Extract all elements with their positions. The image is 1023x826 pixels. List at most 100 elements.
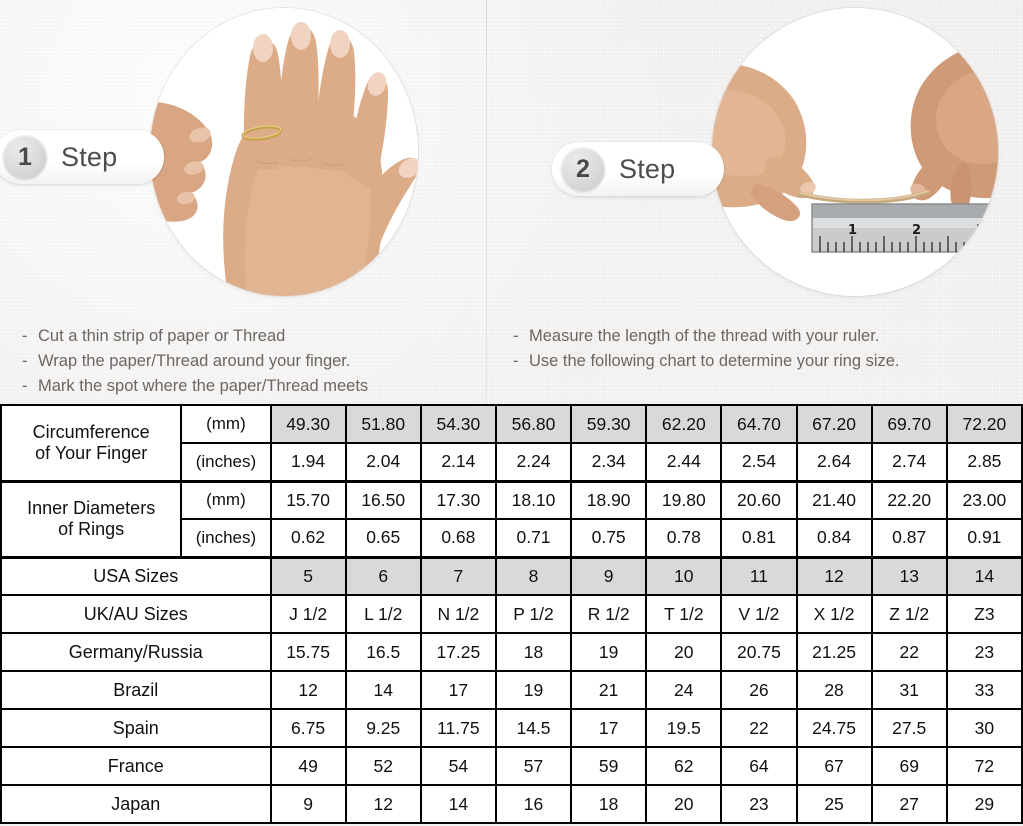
table-cell: 29 — [945, 784, 1023, 824]
instruction-line: - Measure the length of the thread with y… — [513, 324, 900, 349]
table-cell: 12 — [795, 555, 873, 596]
table-cell: 0.87 — [870, 518, 948, 558]
table-cell: 21 — [570, 670, 648, 710]
table-cell: 19 — [494, 670, 573, 710]
table-row-circumference-mm: Circumference of Your Finger (mm) 49.30 … — [0, 404, 1023, 482]
dash-bullet: - — [22, 327, 28, 345]
table-cell: 49.30 — [269, 404, 347, 444]
table-cell: 28 — [795, 670, 873, 710]
table-cell: 14 — [419, 784, 497, 824]
row-label-spain: Spain — [0, 708, 272, 748]
table-cell: 11.75 — [419, 708, 497, 748]
table-row-france: France 49 52 54 57 59 62 64 67 69 72 — [0, 746, 1023, 786]
table-cell: 20.60 — [720, 479, 798, 520]
table-cell: Z3 — [945, 594, 1023, 634]
table-cell: 2.64 — [795, 442, 873, 482]
table-row-usa-sizes: USA Sizes 5 6 7 8 9 10 11 12 13 14 — [0, 555, 1023, 596]
gold-ring — [241, 125, 283, 141]
table-cell: 17.25 — [419, 632, 497, 672]
table-cell: 2.34 — [570, 442, 648, 482]
table-cell: 20.75 — [720, 632, 798, 672]
step-2-number: 2 — [561, 147, 605, 191]
table-cell: 69.70 — [870, 404, 948, 444]
table-cell: 9 — [570, 555, 648, 596]
table-cell: 49 — [269, 746, 347, 786]
table-cell: 0.81 — [720, 518, 798, 558]
table-cell: 22 — [870, 632, 948, 672]
table-row-brazil: Brazil 12 14 17 19 21 24 26 28 31 33 — [0, 670, 1023, 710]
table-cell: 59 — [570, 746, 648, 786]
table-cell: 64.70 — [720, 404, 798, 444]
instruction-line: - Cut a thin strip of paper or Thread — [22, 324, 368, 349]
table-cell: 12 — [344, 784, 422, 824]
table-cell: 2.44 — [645, 442, 723, 482]
table-cell: 18.90 — [570, 479, 648, 520]
table-cell: 23 — [945, 632, 1023, 672]
table-cell: 0.84 — [795, 518, 873, 558]
table-cell: 67 — [795, 746, 873, 786]
ruler-mark-1: 1 — [848, 223, 857, 238]
panel-divider — [486, 0, 487, 404]
table-cell: 2.54 — [720, 442, 798, 482]
table-cell: 7 — [419, 555, 497, 596]
table-cell: 72 — [945, 746, 1023, 786]
table-cell: 33 — [945, 670, 1023, 710]
table-cell: 14 — [945, 555, 1023, 596]
table-cell: 62.20 — [645, 404, 723, 444]
instruction-text: Measure the length of the thread with yo… — [529, 327, 880, 345]
steps-illustration-area: 1 2 3 1 Step 2 Step - Cut a thin strip of… — [0, 0, 1023, 404]
dash-bullet: - — [513, 327, 519, 345]
table-cell: 14 — [344, 670, 422, 710]
table-cell: 27 — [870, 784, 948, 824]
instruction-text: Mark the spot where the paper/Thread mee… — [38, 377, 369, 395]
table-cell: 16.5 — [344, 632, 422, 672]
table-cell: 51.80 — [344, 404, 422, 444]
table-cell: 17 — [419, 670, 497, 710]
table-cell: 52 — [344, 746, 422, 786]
table-cell: 24.75 — [795, 708, 873, 748]
table-cell: 0.62 — [269, 518, 347, 558]
table-cell: 19.5 — [645, 708, 723, 748]
unit-cell: (mm) — [180, 479, 272, 520]
table-cell: 18 — [494, 632, 573, 672]
table-cell: L 1/2 — [344, 594, 422, 634]
hand-with-ring-illustration — [150, 8, 418, 296]
step-1-number: 1 — [3, 135, 47, 179]
step-1-label: Step — [61, 141, 118, 172]
step-1-instructions: - Cut a thin strip of paper or Thread - Wr… — [22, 324, 368, 399]
table-cell: 72.20 — [945, 404, 1023, 444]
table-cell: 2.85 — [945, 442, 1023, 482]
table-cell: 1.94 — [269, 442, 347, 482]
ruler-mark-3: 3 — [976, 223, 985, 238]
table-cell: 62 — [645, 746, 723, 786]
table-cell: 6.75 — [269, 708, 347, 748]
table-cell: 67.20 — [795, 404, 873, 444]
ruler-mark-2: 2 — [912, 223, 921, 238]
table-cell: J 1/2 — [269, 594, 347, 634]
table-cell: 69 — [870, 746, 948, 786]
table-cell: 0.91 — [945, 518, 1023, 558]
table-cell: V 1/2 — [720, 594, 798, 634]
table-cell: 6 — [344, 555, 422, 596]
instruction-line: - Wrap the paper/Thread around your finge… — [22, 349, 368, 374]
table-cell: P 1/2 — [494, 594, 573, 634]
table-cell: 11 — [720, 555, 798, 596]
step-2-instructions: - Measure the length of the thread with y… — [513, 324, 900, 374]
table-row-diameter-inches: (inches) 0.62 0.65 0.68 0.71 0.75 0.78 0… — [1, 518, 1023, 558]
table-cell: 17.30 — [419, 479, 497, 520]
table-cell: 2.74 — [870, 442, 948, 482]
table-cell: 56.80 — [494, 404, 573, 444]
table-cell: X 1/2 — [795, 594, 873, 634]
table-cell: 10 — [645, 555, 723, 596]
table-cell: T 1/2 — [645, 594, 723, 634]
row-label-germany-russia: Germany/Russia — [0, 632, 272, 672]
row-label-inner-diameter: Inner Diameters of Rings — [0, 479, 183, 558]
table-cell: 54 — [419, 746, 497, 786]
step-2-badge: 2 Step — [552, 142, 724, 196]
row-label-line: of Rings — [58, 519, 125, 539]
unit-cell: (inches) — [180, 442, 272, 482]
table-cell: 18 — [570, 784, 648, 824]
table-row-germany-russia: Germany/Russia 15.75 16.5 17.25 18 19 20… — [0, 632, 1023, 672]
table-cell: 21.40 — [795, 479, 873, 520]
table-cell: 24 — [645, 670, 723, 710]
